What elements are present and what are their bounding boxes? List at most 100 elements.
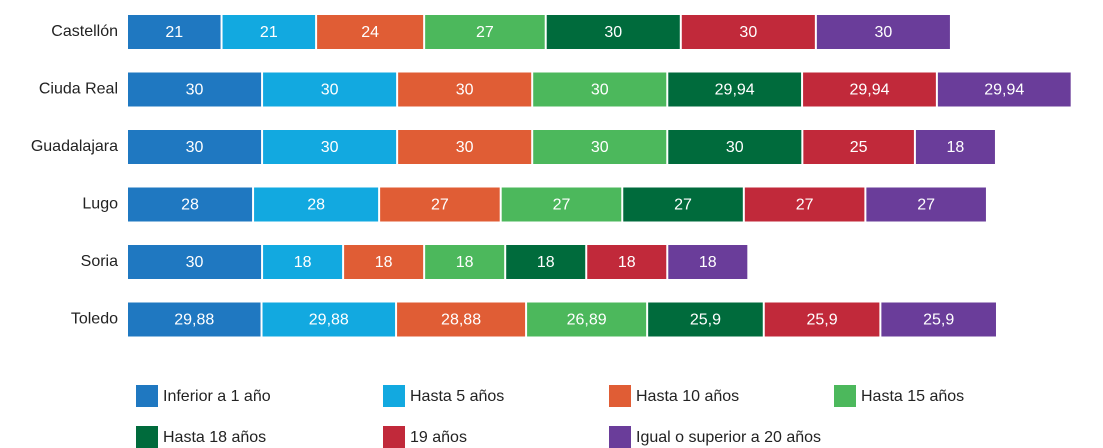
- bar-segment: [128, 187, 253, 222]
- bar-segment: [681, 15, 815, 49]
- legend-label: Hasta 18 años: [163, 429, 266, 446]
- value-label: 18: [947, 139, 965, 156]
- category-label: Lugo: [82, 196, 118, 213]
- legend-swatch: [609, 385, 631, 407]
- bar-segment: [222, 15, 316, 49]
- bar-segment: [344, 245, 424, 279]
- value-label: 27: [431, 197, 449, 214]
- value-label: 30: [321, 139, 339, 156]
- value-label: 18: [618, 254, 636, 271]
- bar-segment: [506, 245, 586, 279]
- value-label: 29,94: [715, 82, 755, 99]
- value-label: 30: [186, 139, 204, 156]
- value-label: 29,94: [984, 82, 1024, 99]
- legend-swatch: [136, 385, 158, 407]
- bar-segment: [263, 72, 397, 107]
- value-label: 25,9: [923, 312, 954, 329]
- bar-segment: [803, 72, 936, 107]
- bar-segment: [128, 130, 262, 164]
- value-label: 28: [181, 197, 199, 214]
- value-label: 18: [375, 254, 393, 271]
- bar-segment: [623, 187, 743, 222]
- value-label: 27: [917, 197, 935, 214]
- legend-swatch: [383, 385, 405, 407]
- value-label: 30: [186, 254, 204, 271]
- value-label: 25,9: [690, 312, 721, 329]
- value-label: 29,94: [849, 82, 889, 99]
- bar-segment: [398, 130, 532, 164]
- bar-segment: [648, 302, 763, 337]
- legend-swatch: [136, 426, 158, 448]
- bar-segment: [425, 245, 505, 279]
- value-label: 18: [537, 254, 555, 271]
- category-label: Guadalajara: [31, 138, 118, 155]
- bar-segment: [262, 302, 396, 337]
- bar-segment: [527, 302, 647, 337]
- legend-label: 19 años: [410, 429, 467, 446]
- value-label: 30: [456, 82, 474, 99]
- bar-segment: [764, 302, 880, 337]
- bar-segment: [397, 302, 526, 337]
- bar-segment: [380, 187, 500, 222]
- bar-segment: [546, 15, 680, 49]
- bar-segment: [128, 302, 261, 337]
- bar-segment: [803, 130, 914, 164]
- value-label: 18: [294, 254, 312, 271]
- bar-segment: [533, 130, 667, 164]
- bar-segment: [668, 130, 802, 164]
- legend-label: Hasta 10 años: [636, 388, 739, 405]
- legend-label: Inferior a 1 año: [163, 388, 271, 405]
- legend-label: Igual o superior a 20 años: [636, 429, 821, 446]
- value-label: 30: [604, 24, 622, 41]
- value-label: 29,88: [309, 312, 349, 329]
- value-label: 18: [699, 254, 717, 271]
- bar-segment: [128, 15, 221, 49]
- category-label: Castellón: [51, 23, 118, 40]
- category-label: Toledo: [71, 311, 118, 328]
- bar-segment: [317, 15, 424, 49]
- bar-segment: [587, 245, 667, 279]
- value-label: 30: [739, 24, 757, 41]
- value-label: 26,89: [567, 312, 607, 329]
- bar-segment: [668, 72, 802, 107]
- bar-segment: [744, 187, 865, 222]
- value-label: 28,88: [441, 312, 481, 329]
- legend-swatch: [609, 426, 631, 448]
- bar-segment: [128, 245, 262, 279]
- value-label: 30: [321, 82, 339, 99]
- legend-label: Hasta 15 años: [861, 388, 964, 405]
- bar-segment: [533, 72, 667, 107]
- value-label: 30: [591, 82, 609, 99]
- value-label: 25: [850, 139, 868, 156]
- value-label: 27: [553, 197, 571, 214]
- bar-segment: [263, 245, 343, 279]
- value-label: 30: [726, 139, 744, 156]
- value-label: 21: [165, 24, 183, 41]
- bar-segment: [915, 130, 995, 164]
- bar-segment: [501, 187, 622, 222]
- value-label: 27: [796, 197, 814, 214]
- value-label: 21: [260, 24, 278, 41]
- bar-segment: [128, 72, 262, 107]
- bar-segment: [425, 15, 545, 49]
- bar-segment: [881, 302, 996, 337]
- value-label: 30: [456, 139, 474, 156]
- value-label: 29,88: [174, 312, 214, 329]
- value-label: 30: [874, 24, 892, 41]
- value-label: 30: [591, 139, 609, 156]
- bar-segment: [937, 72, 1071, 107]
- category-label: Soria: [81, 253, 118, 270]
- bar-segment: [398, 72, 532, 107]
- category-label: Ciuda Real: [39, 81, 118, 98]
- bar-segment: [254, 187, 379, 222]
- value-label: 28: [307, 197, 325, 214]
- bar-segment: [263, 130, 397, 164]
- value-label: 30: [186, 82, 204, 99]
- value-label: 25,9: [806, 312, 837, 329]
- value-label: 27: [476, 24, 494, 41]
- bar-segment: [668, 245, 748, 279]
- value-label: 18: [456, 254, 474, 271]
- value-label: 27: [674, 197, 692, 214]
- legend-swatch: [834, 385, 856, 407]
